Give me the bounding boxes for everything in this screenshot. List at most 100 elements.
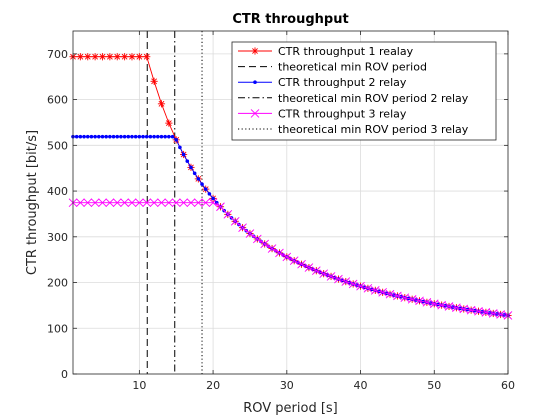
data-point (216, 202, 225, 212)
data-point (181, 152, 186, 157)
data-point (437, 300, 446, 310)
x-tick-label: 10 (132, 379, 146, 392)
data-point (488, 309, 498, 318)
data-point (429, 299, 439, 309)
data-point (115, 134, 120, 139)
data-point (185, 159, 190, 163)
data-point (165, 119, 173, 127)
data-point (143, 53, 151, 61)
data-point (90, 198, 100, 207)
data-point (111, 134, 116, 139)
data-point (119, 134, 123, 139)
legend-item-0: CTR throughput 1 realay (238, 45, 414, 58)
data-point (171, 198, 181, 207)
data-point (93, 134, 97, 139)
data-point (200, 182, 204, 186)
data-point (83, 198, 93, 207)
data-point (319, 269, 328, 278)
data-point (194, 198, 203, 207)
legend-label-1: theoretical min ROV period (278, 61, 427, 74)
data-point (76, 53, 84, 61)
data-point (245, 229, 255, 238)
data-point (275, 248, 284, 258)
data-point (304, 263, 314, 272)
series-layer (68, 53, 513, 320)
data-point (133, 134, 138, 139)
legend: CTR throughput 1 realay theoretical min R… (231, 41, 497, 141)
x-tick-label: 50 (427, 379, 441, 392)
legend-item-5: theoretical min ROV period 3 relay (238, 123, 469, 136)
data-point (348, 279, 358, 289)
data-point (496, 310, 505, 319)
legend-box (231, 41, 497, 141)
data-point (157, 100, 166, 108)
data-point (466, 305, 476, 315)
data-point (84, 53, 92, 61)
data-point (104, 134, 108, 139)
data-point (89, 134, 94, 139)
legend-item-2: CTR throughput 2 relay (238, 76, 407, 89)
data-point (141, 134, 145, 139)
data-point (393, 291, 402, 301)
legend-label-0: CTR throughput 1 realay (278, 45, 414, 58)
y-tick-label: 700 (47, 48, 68, 61)
legend-item-4: CTR throughput 3 relay (238, 107, 407, 120)
data-point (415, 296, 424, 306)
data-point (267, 244, 277, 253)
data-point (97, 134, 101, 139)
data-point (82, 134, 86, 139)
data-point (106, 53, 114, 61)
series-line-4 (73, 202, 509, 316)
data-point (130, 134, 134, 139)
legend-label-4: CTR throughput 3 relay (278, 107, 407, 120)
legend-item-1: theoretical min ROV period (238, 61, 427, 74)
y-tick-label: 500 (47, 139, 68, 152)
data-point (163, 134, 167, 139)
legend-label-2: CTR throughput 2 relay (278, 76, 407, 89)
data-point (91, 53, 99, 61)
data-point (207, 192, 212, 196)
data-point (223, 210, 233, 219)
data-point (135, 53, 143, 61)
data-point (334, 274, 343, 284)
y-tick-label: 600 (47, 94, 68, 107)
data-point (113, 53, 121, 61)
data-point (152, 134, 156, 139)
data-point (385, 289, 395, 299)
data-point (238, 223, 247, 232)
data-point (260, 239, 270, 249)
chart-title: CTR throughput (232, 12, 348, 27)
data-point (127, 198, 137, 207)
data-point (407, 294, 417, 304)
data-point (167, 134, 171, 139)
data-point (108, 134, 112, 139)
data-point (208, 198, 218, 207)
series-4 (68, 198, 513, 320)
data-point (120, 198, 129, 207)
data-point (78, 134, 83, 139)
data-point (174, 138, 179, 142)
data-point (297, 259, 306, 269)
data-point (148, 134, 153, 139)
data-point (122, 134, 127, 139)
data-point (289, 256, 299, 266)
data-point (112, 198, 122, 207)
x-tick-label: 30 (280, 379, 294, 392)
data-point (85, 134, 90, 139)
data-point (189, 165, 193, 170)
data-point (203, 187, 208, 191)
x-tick-label: 40 (354, 379, 368, 392)
data-point (74, 134, 79, 139)
data-point (400, 293, 410, 302)
data-point (135, 198, 144, 207)
data-point (128, 53, 136, 61)
data-point (98, 53, 107, 61)
data-point (170, 134, 175, 139)
y-axis-label: CTR throughput [bit/s] (25, 130, 40, 275)
axes-frame (72, 30, 509, 375)
data-point (341, 277, 351, 286)
data-point (121, 53, 129, 61)
x-tick-label: 20 (206, 379, 220, 392)
data-point (137, 134, 142, 139)
legend-marker-2 (253, 80, 257, 84)
